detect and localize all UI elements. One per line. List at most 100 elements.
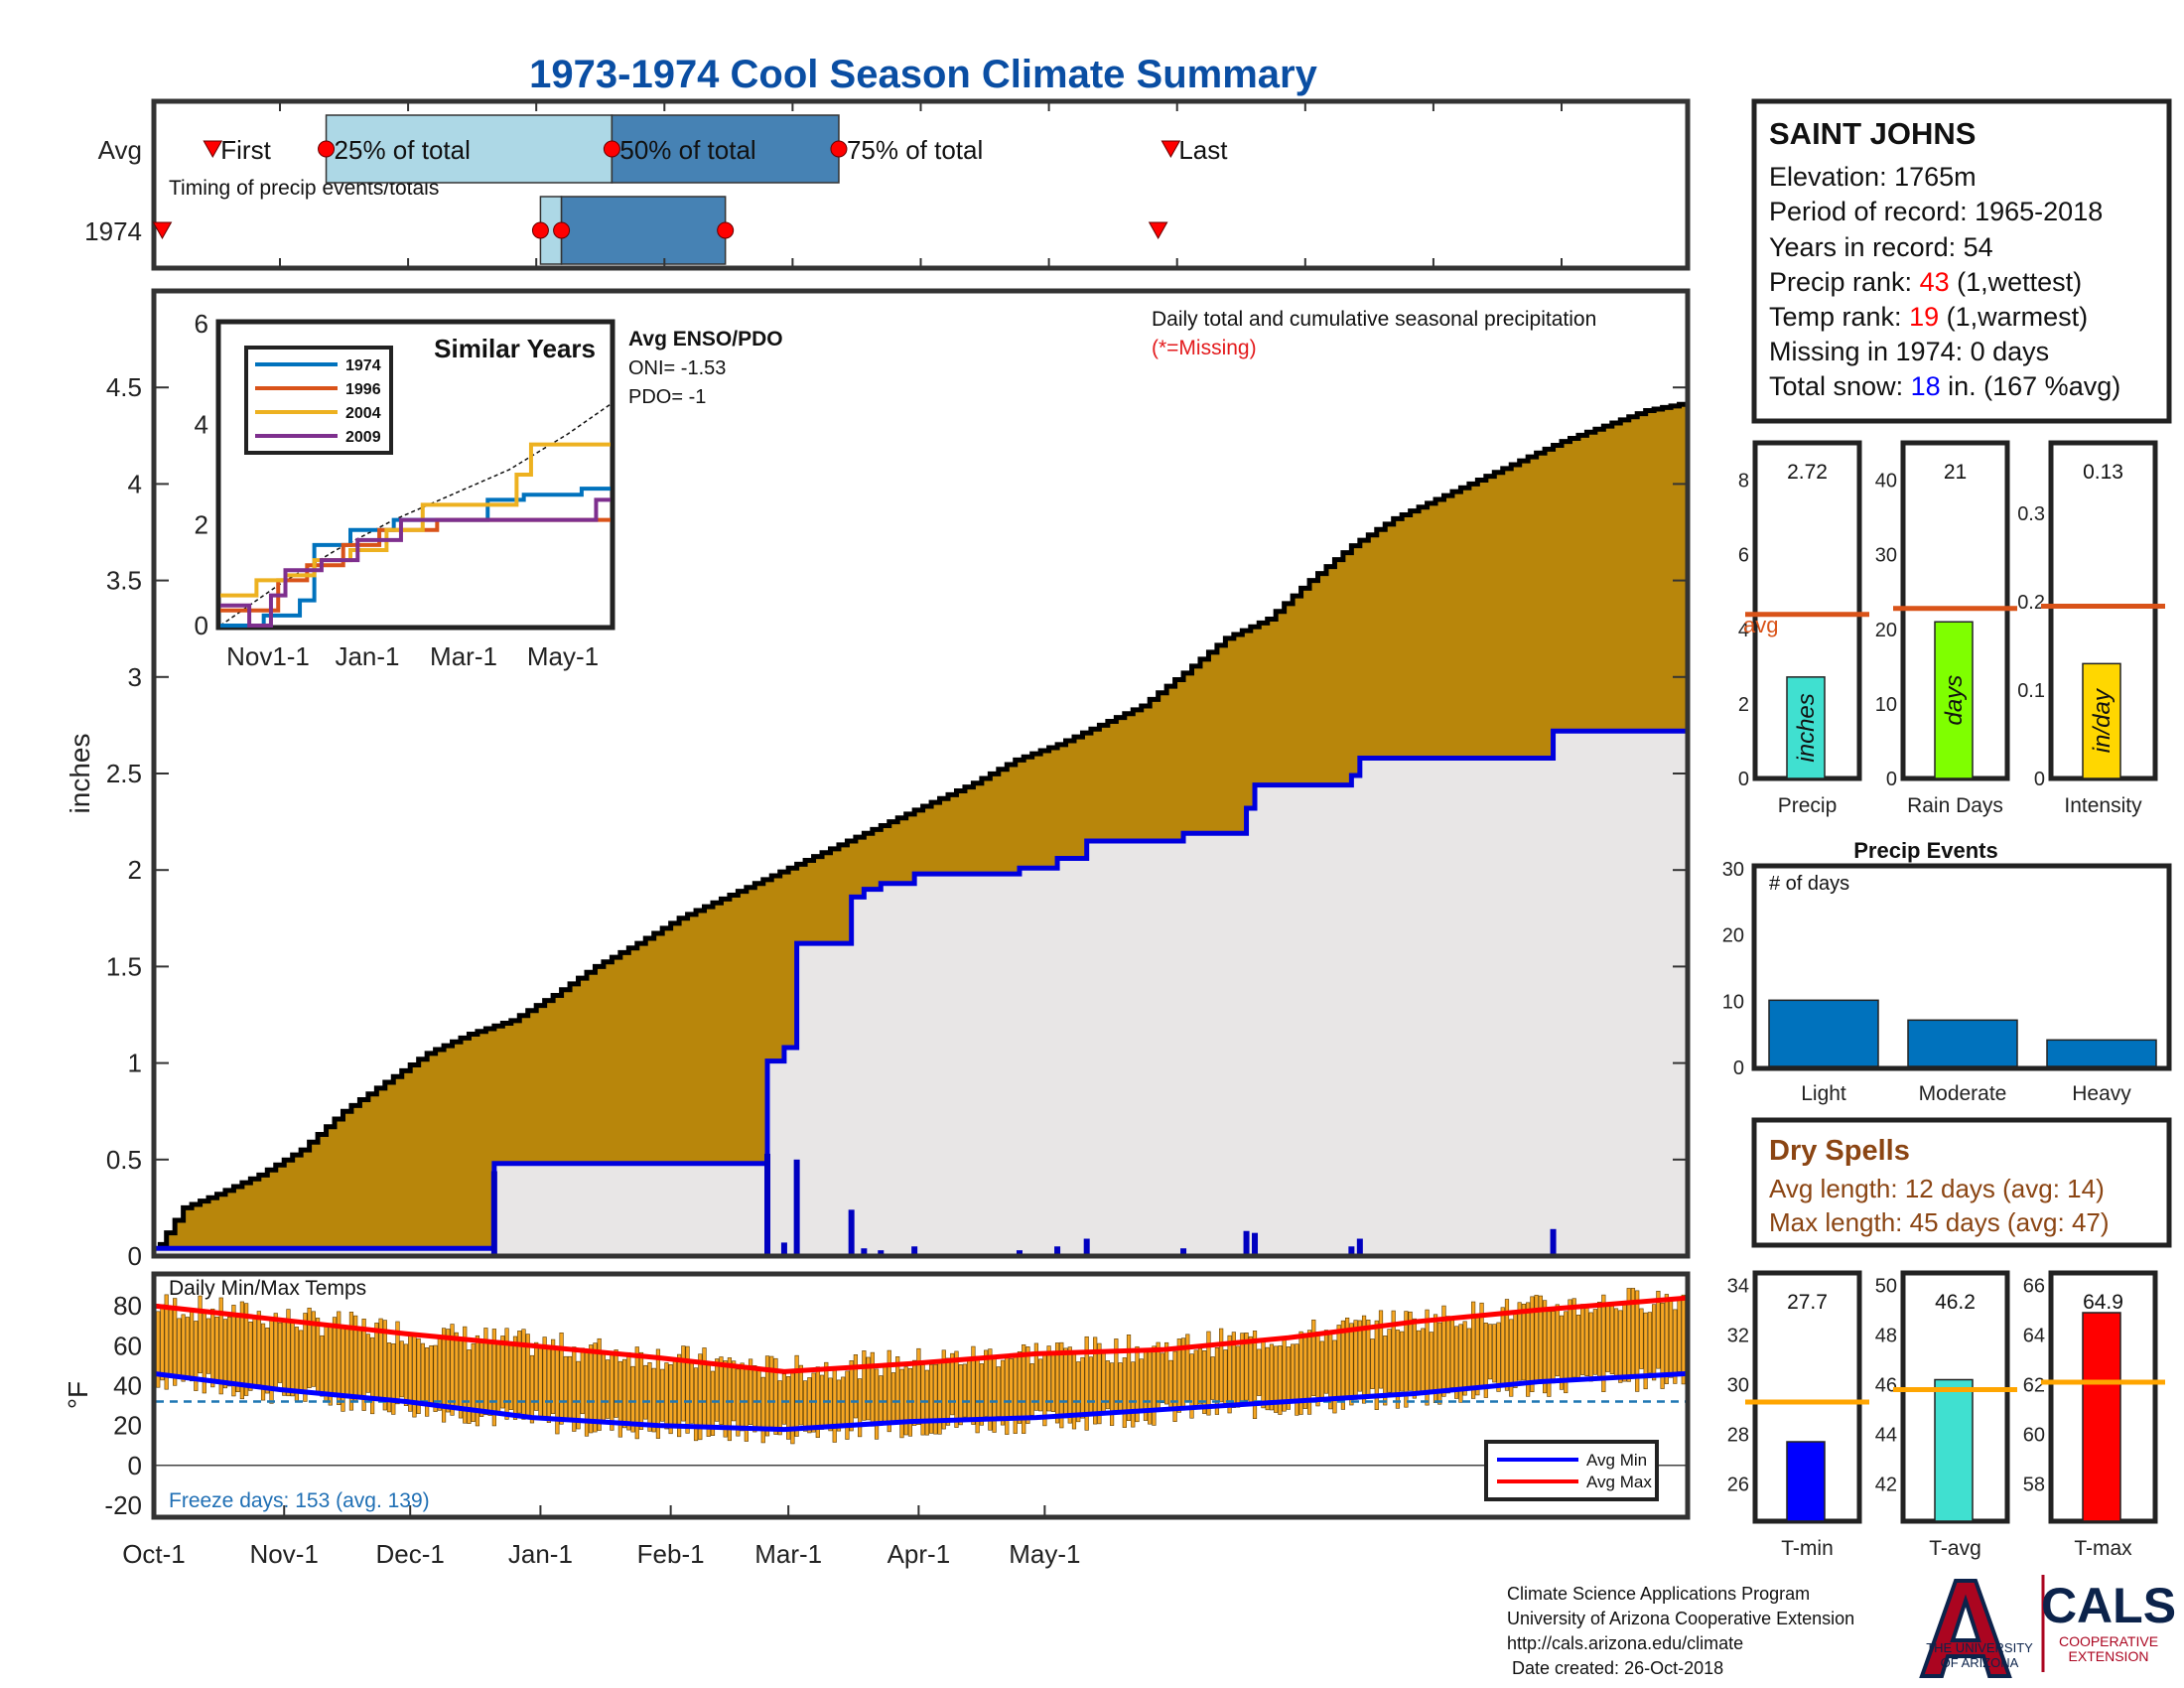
precip-summary-ytick-label: 0 — [2034, 769, 2045, 790]
similar-xtick-label: Mar-1 — [430, 641, 497, 671]
daily-temp-bar — [563, 1355, 568, 1421]
events-ytick-label: 10 — [1722, 991, 1744, 1013]
events-ytick-label: 30 — [1722, 859, 1744, 881]
daily-temp-bar — [954, 1350, 959, 1428]
daily-temp-bar — [344, 1327, 349, 1399]
daily-temp-bar — [1193, 1349, 1198, 1408]
daily-temp-bar — [1319, 1340, 1324, 1401]
precip-summary-ytick-label: 40 — [1875, 471, 1897, 492]
daily-temp-bar — [173, 1298, 178, 1386]
precip-summary-ytick-label: 0 — [1738, 769, 1749, 790]
daily-temp-bar — [933, 1363, 938, 1435]
daily-temp-bar — [1063, 1347, 1068, 1419]
daily-temp-bar — [996, 1366, 1001, 1417]
precip-ytick-label: 1.5 — [106, 951, 142, 981]
daily-temp-bar — [1673, 1309, 1678, 1384]
temp-rank-note: (1,warmest) — [1939, 302, 2088, 332]
daily-temp-bar — [1504, 1299, 1510, 1391]
daily-temp-bar — [1105, 1360, 1110, 1410]
footer: Climate Science Applications Program Uni… — [1507, 1584, 1854, 1678]
daily-temp-bar — [710, 1370, 716, 1436]
temp-summary-bar-0 — [1786, 1441, 1826, 1522]
daily-temp-bar — [589, 1344, 594, 1434]
daily-temp-bar — [1668, 1297, 1674, 1378]
temp-frame — [151, 1271, 1691, 1520]
daily-temp-bar — [337, 1311, 341, 1406]
timing-label-p50: 50% of total — [619, 135, 755, 165]
daily-temp-bar — [370, 1336, 375, 1415]
daily-temp-bar — [794, 1354, 799, 1437]
daily-temp-bar — [1084, 1336, 1089, 1431]
daily-temp-bar — [941, 1349, 946, 1430]
daily-temp-bar — [1613, 1308, 1619, 1379]
daily-temp-bar — [1101, 1351, 1106, 1415]
timing-marker-p25-0 — [318, 140, 336, 158]
station-years: Years in record: 54 — [1769, 232, 1993, 262]
year-cumulative-area — [154, 731, 1688, 1256]
daily-temp-bar — [1156, 1341, 1160, 1410]
xtick-label: Apr-1 — [887, 1539, 951, 1569]
daily-temp-bar — [1160, 1352, 1164, 1404]
daily-temp-bar — [638, 1351, 644, 1430]
daily-temp-bar — [1067, 1346, 1072, 1424]
station-temp-rank: Temp rank: 19 (1,warmest) — [1769, 302, 2088, 332]
snow-note: in. (167 %avg) — [1941, 371, 2121, 401]
daily-precip-bar — [490, 1171, 497, 1256]
timing-triangle-last-0 — [1160, 140, 1181, 159]
daily-temp-bar — [988, 1348, 993, 1431]
xtick-label: Oct-1 — [122, 1539, 186, 1569]
daily-temp-bar — [626, 1351, 631, 1431]
daily-temp-bar — [634, 1346, 639, 1440]
station-info: SAINT JOHNS Elevation: 1765m Period of r… — [1751, 98, 2172, 424]
daily-temp-bar — [928, 1364, 934, 1434]
temp-summary-ytick-label: 42 — [1875, 1475, 1897, 1496]
daily-temp-bar — [832, 1366, 837, 1443]
timing-marker-p75-0 — [830, 140, 848, 158]
timing-row-year-label: 1974 — [84, 216, 142, 246]
daily-temp-bar — [320, 1335, 325, 1397]
daily-temp-bar — [1571, 1298, 1576, 1378]
daily-precip-bar — [1083, 1238, 1090, 1256]
similar-legend-label: 2009 — [345, 429, 381, 446]
precip-ytick-label: 0.5 — [106, 1145, 142, 1175]
daily-temp-bar — [1315, 1332, 1320, 1407]
daily-temp-bar — [324, 1327, 329, 1403]
precip-summary-ytick-label: 4 — [1738, 620, 1749, 641]
daily-temp-bar — [967, 1358, 972, 1422]
temp-summary-ytick-label: 62 — [2023, 1375, 2045, 1397]
events-title: Precip Events — [1853, 838, 1998, 863]
daily-temp-bar — [1336, 1325, 1341, 1400]
similar-ytick-label: 0 — [195, 611, 208, 640]
daily-temp-bar — [1601, 1294, 1606, 1392]
precip-summary-ytick-label: 0.2 — [2017, 592, 2045, 614]
daily-temp-bar — [1197, 1347, 1203, 1405]
daily-temp-bar — [487, 1341, 492, 1416]
precip-frame — [151, 288, 1691, 1259]
temp-rank-value: 19 — [1909, 302, 1939, 332]
temp-summary-ytick-label: 60 — [2023, 1425, 2045, 1447]
daily-temp-bar — [1017, 1350, 1023, 1424]
daily-temp-bar — [593, 1342, 598, 1433]
daily-temp-bar — [265, 1327, 270, 1394]
daily-temp-bar — [1425, 1309, 1430, 1406]
daily-temp-bar — [1139, 1358, 1144, 1413]
daily-temp-bar — [862, 1350, 867, 1421]
daily-temp-bar — [1517, 1302, 1522, 1381]
daily-temp-bar — [1542, 1300, 1548, 1394]
temp-summary-value: 64.9 — [2083, 1291, 2123, 1314]
temperature-summary-bars: 26 28 30 32 34 27.7 T-min 42 44 46 48 50 46.2 T-avg 58… — [1727, 1270, 2165, 1560]
daily-temp-bar — [1025, 1346, 1030, 1424]
daily-temp-bar — [521, 1329, 526, 1420]
timing-triangle-first-0 — [203, 140, 223, 159]
daily-temp-bar — [168, 1308, 174, 1378]
daily-temp-bar — [890, 1372, 896, 1425]
similar-legend-label: 1996 — [345, 381, 381, 398]
daily-temp-bar — [1054, 1342, 1060, 1424]
daily-temp-bar — [189, 1308, 195, 1382]
avg-max-line — [153, 1295, 1689, 1374]
daily-temp-bar — [1135, 1345, 1140, 1423]
timing-label-p75: 75% of total — [847, 135, 983, 165]
daily-temp-bar — [1412, 1318, 1417, 1399]
temp-ytick-label: 40 — [113, 1370, 142, 1400]
daily-temp-bar — [512, 1336, 518, 1420]
